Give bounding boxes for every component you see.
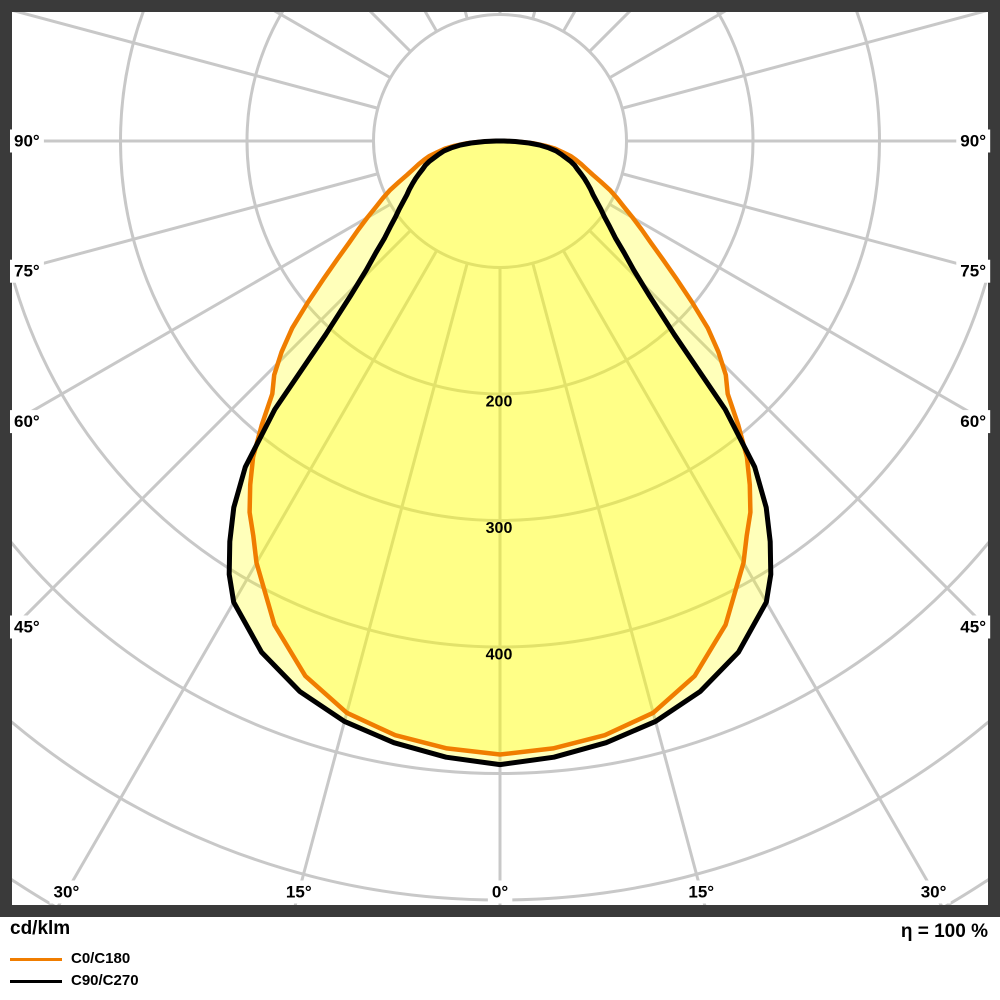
unit-label: cd/klm — [10, 918, 71, 939]
angle-label-left-60: 60° — [14, 412, 40, 431]
angle-label-left-45-backing — [10, 615, 44, 639]
angle-label-right-90-backing — [956, 129, 991, 153]
angle-label-right-45-backing — [956, 615, 991, 639]
angle-label-left-30-backing — [49, 880, 84, 904]
ring-value-label: 200 — [486, 394, 513, 411]
grid-spoke — [621, 172, 988, 274]
legend-label-c0-c180: C0/C180 — [71, 950, 131, 967]
legend-line-c0-c180-icon — [10, 957, 62, 961]
ring-value-label: 300 — [486, 520, 513, 537]
angle-label-right-60-backing — [956, 410, 991, 434]
angle-label-right-30-backing — [916, 880, 951, 904]
angle-label-right-15-backing — [684, 880, 719, 904]
angle-label-right-60: 60° — [960, 412, 986, 431]
angle-label-right-75-backing — [956, 259, 991, 283]
angle-label-left-30: 30° — [54, 883, 80, 902]
grid-spoke — [621, 12, 988, 110]
legend: C0/C180 C90/C270 — [10, 951, 139, 989]
angle-label-right-90: 90° — [960, 132, 986, 151]
angle-label-left-15: 15° — [286, 883, 312, 902]
grid-spoke — [293, 262, 469, 905]
curve-c90-c270 — [226, 138, 774, 768]
curve-c0-c180 — [247, 138, 753, 757]
curve-fill-c90-c270 — [229, 141, 771, 765]
legend-item-c90-c270: C90/C270 — [10, 973, 139, 989]
angle-label-right-30: 30° — [921, 883, 947, 902]
angle-label-right-75: 75° — [960, 262, 986, 281]
grid-spoke — [12, 12, 379, 110]
curve-fill-c0-c180 — [249, 141, 751, 755]
legend-label-c90-c270: C90/C270 — [71, 972, 139, 989]
grid-spoke — [608, 202, 988, 425]
grid-spoke — [561, 249, 943, 905]
angle-label-left-45: 45° — [14, 618, 40, 637]
legend-line-c90-c270-icon — [10, 979, 62, 983]
grid-spoke — [57, 249, 439, 905]
angle-label-left-75: 75° — [14, 262, 40, 281]
grid-spoke — [531, 262, 707, 905]
grid-spoke — [12, 172, 379, 274]
angle-label-left-15-backing — [281, 880, 316, 904]
angle-label-right-15: 15° — [688, 883, 714, 902]
angle-label-right-45: 45° — [960, 618, 986, 637]
angle-label-0: 0° — [492, 883, 508, 902]
angle-label-0-backing — [487, 880, 513, 904]
efficiency-label: η = 100 % — [900, 921, 988, 942]
angle-label-left-60-backing — [10, 410, 44, 434]
angle-label-left-75-backing — [10, 259, 44, 283]
angle-label-left-90-backing — [10, 129, 44, 153]
grid-spoke — [12, 202, 392, 425]
angle-label-left-90: 90° — [14, 132, 40, 151]
legend-item-c0-c180: C0/C180 — [10, 951, 139, 967]
ring-value-label: 400 — [486, 647, 513, 664]
